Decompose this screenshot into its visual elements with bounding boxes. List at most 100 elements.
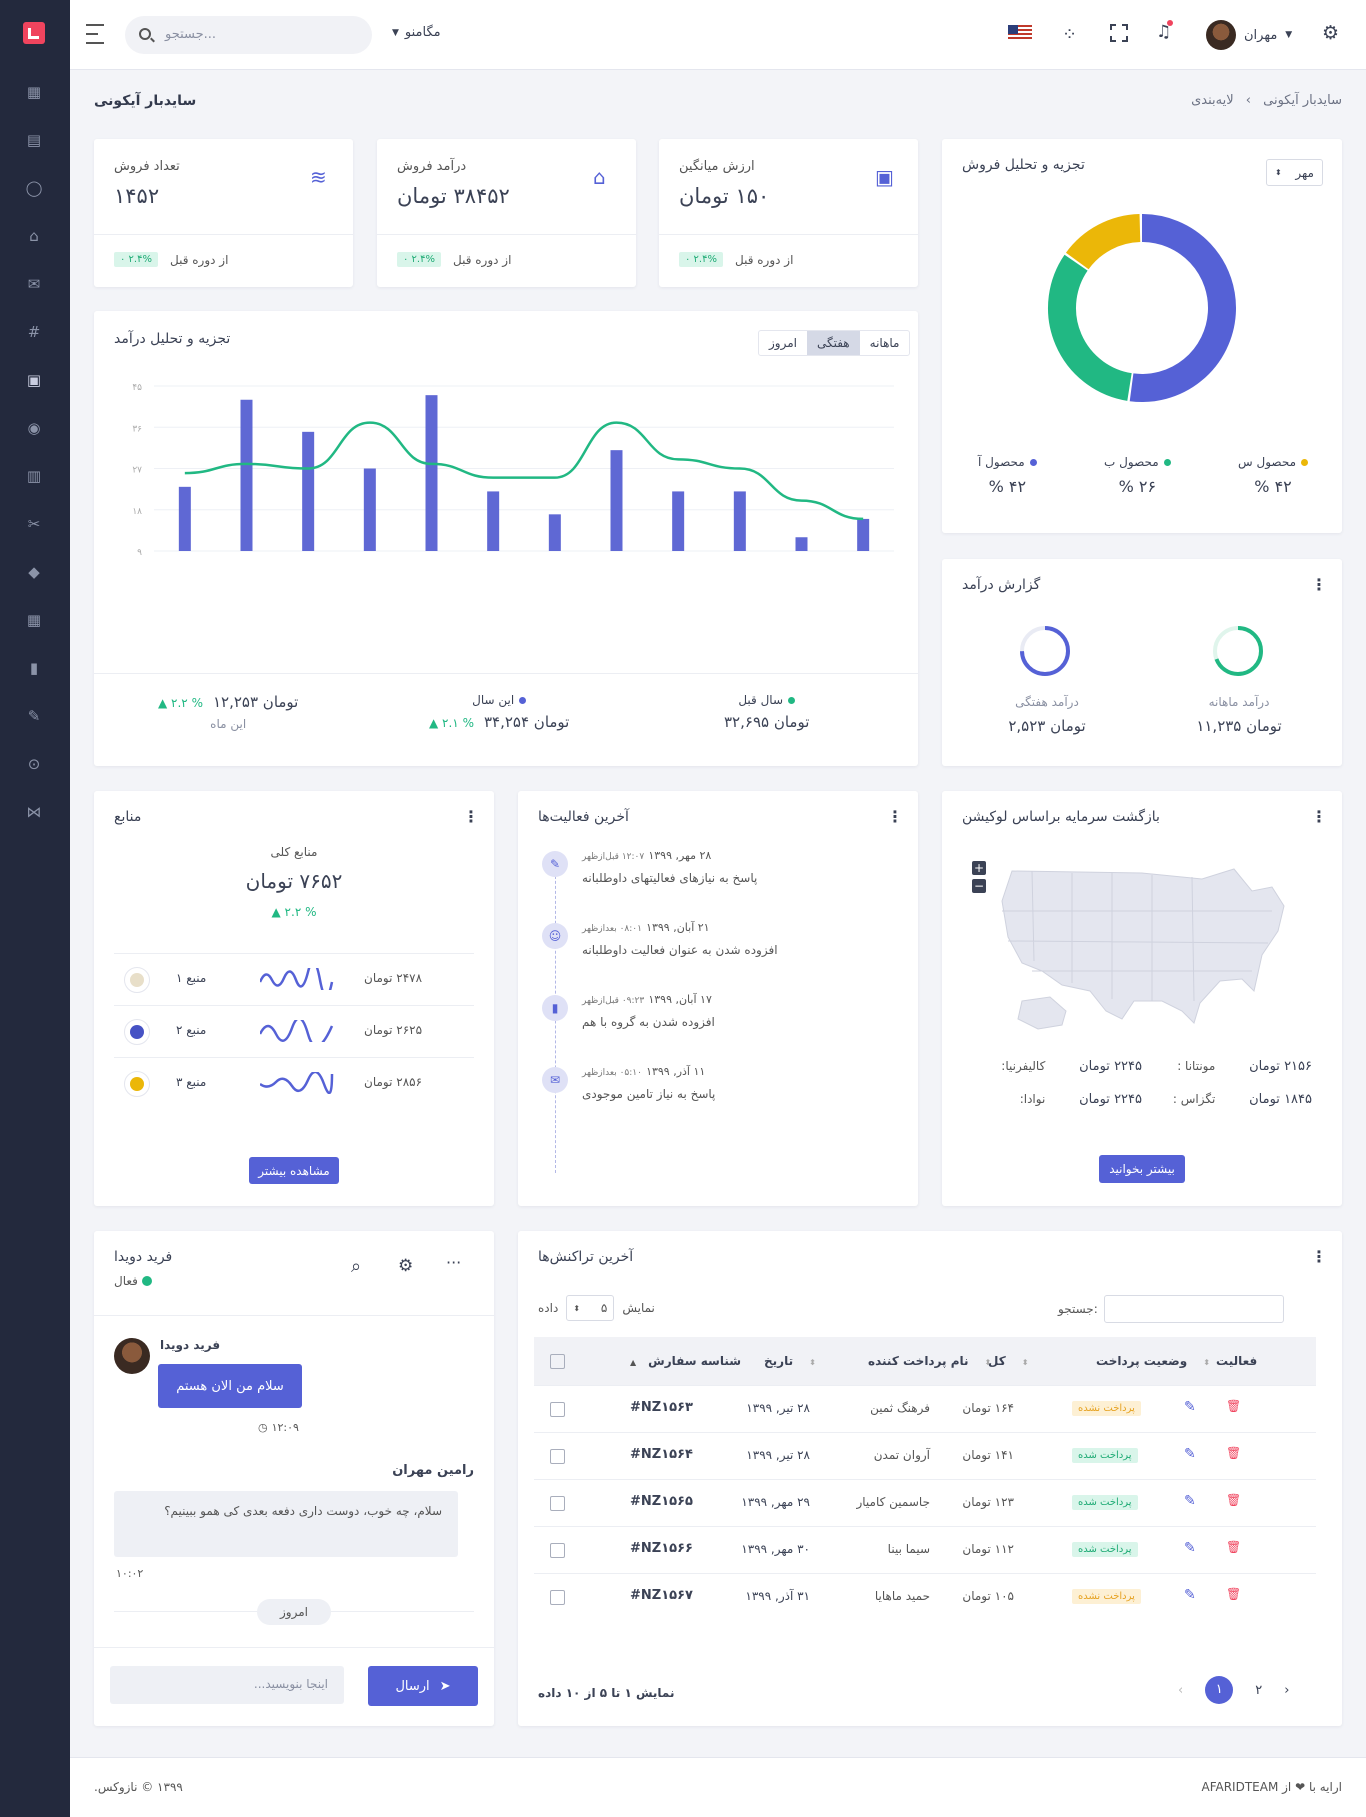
column-header-activity[interactable]: فعالیت	[1216, 1354, 1258, 1368]
order-id[interactable]: #NZ۱۵۶۶	[630, 1541, 693, 1556]
more-options-icon[interactable]	[1311, 807, 1327, 826]
column-header-total[interactable]: ⬍کل	[988, 1354, 1029, 1368]
gear-icon[interactable]: ⚙	[398, 1256, 414, 1276]
delete-icon[interactable]: 🗑	[1226, 1493, 1242, 1507]
column-header-date[interactable]: ⬍تاریخ	[764, 1354, 816, 1368]
row-checkbox[interactable]	[550, 1449, 565, 1464]
tools-icon[interactable]: ✂	[27, 515, 41, 533]
revenue-analysis-card: تجزیه و تحلیل درآمد امروز هفتگی ماهانه ۹…	[94, 311, 918, 766]
donut-slice-1	[1048, 254, 1133, 401]
table-row	[534, 1526, 1316, 1574]
tab-today[interactable]: امروز	[769, 336, 797, 350]
search-input[interactable]: جستجو...	[125, 16, 372, 54]
pen-icon[interactable]: ✎	[27, 707, 41, 725]
eraser-icon[interactable]: ◆	[28, 563, 40, 581]
table-row	[534, 1479, 1316, 1527]
delete-icon[interactable]: 🗑	[1226, 1540, 1242, 1554]
logo[interactable]	[23, 22, 45, 44]
table-header	[534, 1337, 1316, 1385]
tab-weekly[interactable]: هفتگی	[806, 331, 860, 355]
search-icon[interactable]: ⌕	[351, 1256, 362, 1277]
status-badge: پرداخت شده	[1072, 1448, 1138, 1463]
column-header-payer[interactable]: ⬍نام پرداخت کننده	[868, 1354, 992, 1368]
zoom-in-button[interactable]: +	[972, 861, 986, 875]
month-select[interactable]: ⬍ مهر	[1266, 159, 1323, 186]
store-icon[interactable]: ⌂	[29, 227, 39, 245]
hash-icon[interactable]: #	[27, 323, 41, 341]
apps-icon[interactable]: ⁘	[1062, 24, 1078, 45]
view-more-button[interactable]: مشاهده بیشتر	[249, 1157, 339, 1184]
edit-icon[interactable]: ✎	[1184, 1587, 1196, 1603]
page-size-select[interactable]: ⬍ ۵	[566, 1295, 615, 1321]
bar-chart-icon[interactable]: ▮	[29, 659, 39, 677]
chat-message-input[interactable]: اینجا بنویسید...	[110, 1666, 344, 1704]
menu-toggle-icon[interactable]	[86, 24, 106, 44]
chat-icon[interactable]: ◯	[25, 179, 43, 197]
donut-legend-a: محصول آ ۴۲ %	[978, 455, 1037, 496]
layout-icon[interactable]: ▣	[26, 371, 42, 389]
payer-name: جاسمین کامیار	[856, 1495, 930, 1509]
delete-icon[interactable]: 🗑	[1226, 1399, 1242, 1413]
edit-icon[interactable]: ✎	[1184, 1446, 1196, 1462]
mail-icon[interactable]: ✉	[27, 275, 41, 293]
bell-icon[interactable]: ♫	[1156, 20, 1174, 42]
form-icon[interactable]: ▥	[26, 467, 42, 485]
more-options-icon[interactable]	[887, 807, 903, 826]
order-id[interactable]: #NZ۱۵۶۵	[630, 1494, 693, 1509]
select-all-checkbox[interactable]	[550, 1354, 565, 1369]
fullscreen-icon[interactable]	[1110, 24, 1128, 42]
sources-card: منابع منابع کلی ۷۶۵۲ تومان ▲ ۲.۲ % منبع …	[94, 791, 494, 1206]
edit-icon[interactable]: ✎	[1184, 1399, 1196, 1415]
row-checkbox[interactable]	[550, 1543, 565, 1558]
user-circle-icon[interactable]: ◉	[27, 419, 41, 437]
order-id[interactable]: #NZ۱۵۶۴	[630, 1447, 693, 1462]
table-icon[interactable]: ▦	[26, 611, 42, 629]
order-id[interactable]: #NZ۱۵۶۷	[630, 1588, 693, 1603]
activity-icon: ✎	[542, 851, 568, 877]
more-options-icon[interactable]	[1311, 1247, 1327, 1266]
prev-page-icon[interactable]: ‹	[1178, 1682, 1184, 1698]
share-icon[interactable]: ⋈	[26, 803, 42, 821]
read-more-button[interactable]: بیشتر بخوانید	[1099, 1155, 1185, 1183]
order-id[interactable]: #NZ۱۵۶۳	[630, 1400, 693, 1415]
delete-icon[interactable]: 🗑	[1226, 1446, 1242, 1460]
us-flag-icon[interactable]	[1008, 25, 1032, 41]
delete-icon[interactable]: 🗑	[1226, 1587, 1242, 1601]
chat-message-bubble: سلام من الان هستم	[158, 1364, 302, 1408]
page-2[interactable]: ۲	[1255, 1682, 1263, 1698]
more-options-icon[interactable]	[1311, 575, 1327, 594]
next-page-icon[interactable]: ›	[1284, 1682, 1290, 1698]
dashboard-icon[interactable]: ▦	[26, 83, 42, 101]
payer-name: فرهنگ ثمین	[870, 1401, 930, 1415]
row-checkbox[interactable]	[550, 1402, 565, 1417]
source-sparkline	[260, 1020, 334, 1042]
payer-name: حمید ماهایا	[874, 1589, 930, 1603]
payer-name: سیما بینا	[887, 1542, 930, 1556]
row-checkbox[interactable]	[550, 1590, 565, 1605]
column-header-id[interactable]: شناسه سفارش▲	[630, 1354, 742, 1368]
briefcase-icon: ▣	[875, 165, 894, 189]
map-pin-icon[interactable]: ⊙	[27, 755, 41, 773]
more-horizontal-icon[interactable]: ···	[446, 1253, 462, 1272]
breadcrumb-root[interactable]: سایدبار آیکونی	[1263, 93, 1342, 108]
edit-icon[interactable]: ✎	[1184, 1540, 1196, 1556]
updown-icon: ⬍	[1275, 168, 1282, 177]
column-header-status[interactable]: ⬍وضعیت پرداخت	[1096, 1354, 1210, 1368]
settings-gear-icon[interactable]: ⚙	[1322, 22, 1340, 44]
breadcrumb: سایدبار آیکونی › لایه‌بندی	[1191, 93, 1342, 108]
user-menu[interactable]: مهران ▼	[1206, 20, 1292, 50]
send-button[interactable]: ارسال ➤	[368, 1666, 478, 1706]
table-search-input[interactable]	[1103, 1295, 1284, 1323]
y-tick-label: ۴۵	[132, 383, 142, 393]
calendar-icon[interactable]: ▤	[26, 131, 42, 149]
page-1[interactable]: ۱	[1205, 1676, 1234, 1704]
edit-icon[interactable]: ✎	[1184, 1493, 1196, 1509]
megamenu-dropdown[interactable]: ▼ مگامنو	[392, 25, 441, 40]
more-options-icon[interactable]	[463, 807, 479, 826]
row-checkbox[interactable]	[550, 1496, 565, 1511]
revenue-bar	[610, 450, 623, 551]
table-row	[534, 1385, 1316, 1433]
tab-monthly[interactable]: ماهانه	[869, 336, 900, 350]
zoom-out-button[interactable]: −	[972, 879, 986, 893]
